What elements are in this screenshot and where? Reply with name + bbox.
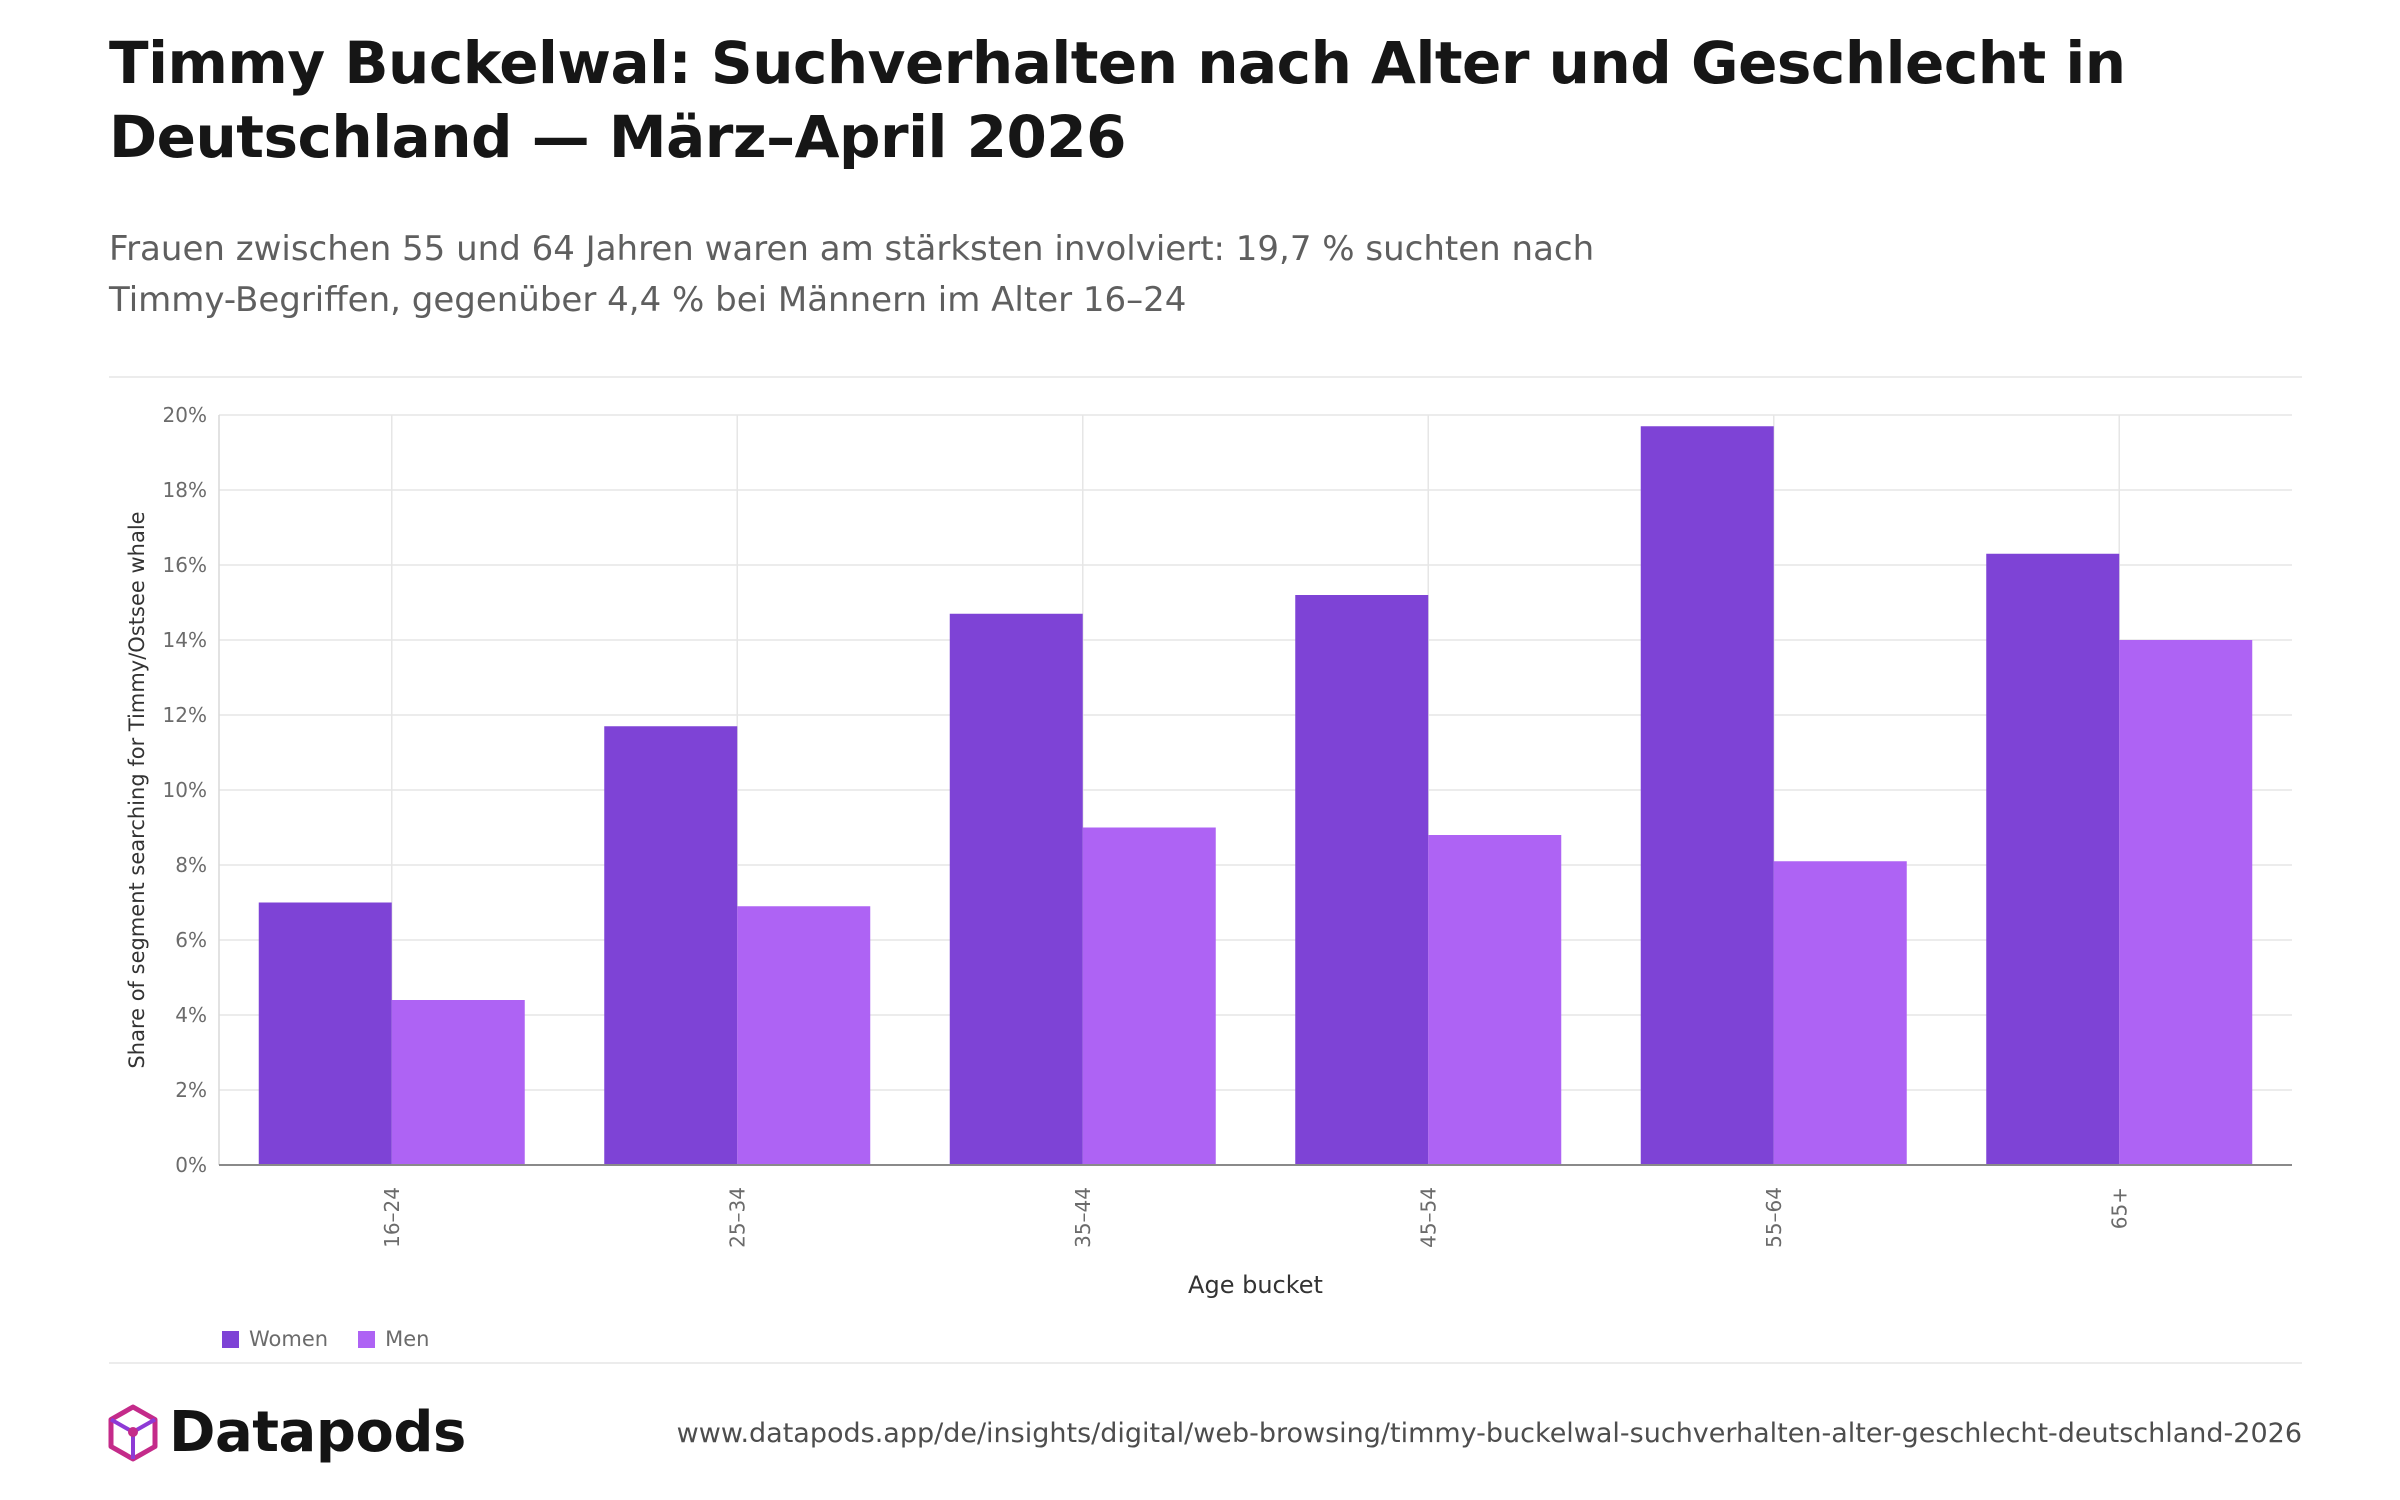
x-tick-label: 35–44 <box>1071 1187 1095 1248</box>
y-tick-label: 10% <box>163 778 207 802</box>
bar-men-1 <box>391 1000 525 1165</box>
datapods-logo-icon <box>108 1404 158 1461</box>
footer-divider <box>109 1362 2302 1364</box>
y-tick-label: 20% <box>163 403 207 427</box>
chart-subtitle: Frauen zwischen 55 und 64 Jahren waren a… <box>109 229 1595 320</box>
legend-label: Men <box>385 1327 430 1351</box>
y-tick-label: 6% <box>175 928 207 952</box>
bar-women-2 <box>604 726 738 1165</box>
bar-men-3 <box>1082 827 1216 1165</box>
legend-swatch <box>358 1330 376 1348</box>
x-tick-label: 55–64 <box>1762 1187 1786 1248</box>
legend-swatch <box>222 1330 239 1348</box>
chart-legend: Women Men <box>222 1327 459 1351</box>
y-tick-label: 8% <box>175 853 207 877</box>
bar-women-5 <box>1640 426 1774 1165</box>
brand-name: Datapods <box>169 1400 466 1465</box>
legend-item-women: Women <box>222 1327 328 1351</box>
bar-men-2 <box>737 906 871 1165</box>
legend-item-men: Men <box>358 1327 429 1351</box>
y-tick-label: 14% <box>163 628 207 652</box>
x-axis-title: Age bucket <box>1188 1271 1323 1299</box>
bar-men-6 <box>2119 640 2253 1165</box>
y-tick-label: 12% <box>163 703 207 727</box>
chart-title: Timmy Buckelwal: Suchverhalten nach Alte… <box>109 29 2126 171</box>
brand: Datapods <box>107 1400 466 1465</box>
x-tick-label: 45–54 <box>1416 1187 1440 1248</box>
y-tick-label: 18% <box>163 478 207 502</box>
bar-men-4 <box>1428 835 1562 1165</box>
header-divider <box>109 376 2302 378</box>
bar-women-3 <box>949 613 1083 1165</box>
y-tick-label: 2% <box>175 1078 207 1102</box>
legend-label: Women <box>249 1327 329 1351</box>
x-tick-label: 25–34 <box>725 1187 749 1248</box>
bar-chart: 0% 2% 4% 6% 8% 10% 12% 14% 16% 18% 20% 16–24 25–34 35… <box>125 403 2292 1299</box>
y-tick-label: 0% <box>175 1153 207 1177</box>
y-tick-label: 4% <box>175 1003 207 1027</box>
bar-women-1 <box>258 902 392 1165</box>
bar-women-4 <box>1295 595 1429 1165</box>
y-tick-label: 16% <box>163 553 207 577</box>
x-tick-label: 16–24 <box>380 1187 404 1248</box>
source-url: www.datapods.app/de/insights/digital/web… <box>676 1418 2302 1449</box>
y-axis-title: Share of segment searching for Timmy/Ost… <box>125 511 149 1068</box>
bar-men-5 <box>1773 861 1907 1165</box>
x-tick-label: 65+ <box>2107 1187 2131 1229</box>
bar-women-6 <box>1986 553 2120 1165</box>
